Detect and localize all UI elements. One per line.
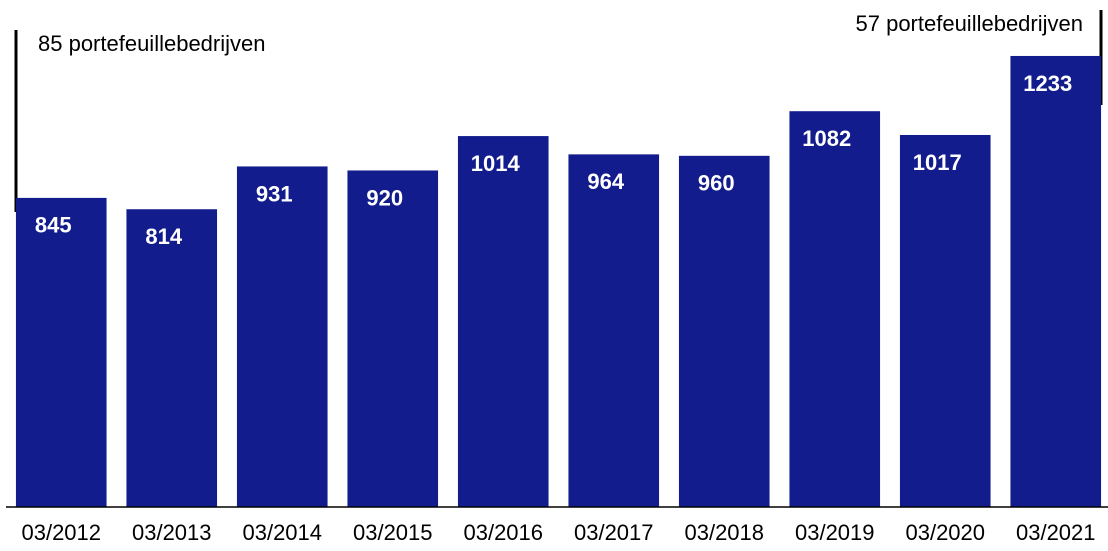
bar	[789, 111, 881, 507]
bar	[126, 209, 218, 507]
value-label: 1233	[1023, 71, 1072, 96]
bar	[347, 170, 439, 508]
bar	[236, 166, 328, 508]
value-label: 845	[35, 213, 72, 238]
x-tick-label: 03/2015	[353, 520, 433, 545]
value-label: 920	[366, 185, 403, 210]
annotation: 57 portefeuillebedrijven	[856, 11, 1084, 36]
value-label: 814	[145, 224, 182, 249]
x-tick-label: 03/2017	[574, 520, 654, 545]
x-tick-label: 03/2021	[1016, 520, 1096, 545]
value-label: 960	[698, 171, 735, 196]
bar	[568, 154, 660, 507]
bar	[899, 134, 991, 508]
x-tick-label: 03/2014	[242, 520, 322, 545]
bar	[1010, 55, 1102, 508]
x-tick-label: 03/2013	[132, 520, 212, 545]
x-tick-label: 03/2020	[905, 520, 985, 545]
annotation: 85 portefeuillebedrijven	[38, 31, 266, 56]
bar	[457, 136, 549, 507]
x-tick-label: 03/2012	[21, 520, 101, 545]
bar	[678, 155, 770, 507]
x-tick-label: 03/2016	[463, 520, 543, 545]
value-label: 1017	[913, 150, 962, 175]
value-label: 931	[256, 181, 293, 206]
x-tick-label: 03/2018	[684, 520, 764, 545]
x-tick-label: 03/2019	[795, 520, 875, 545]
value-label: 1082	[802, 126, 851, 151]
value-label: 1014	[471, 151, 521, 176]
bar	[15, 197, 107, 508]
value-label: 964	[587, 169, 624, 194]
